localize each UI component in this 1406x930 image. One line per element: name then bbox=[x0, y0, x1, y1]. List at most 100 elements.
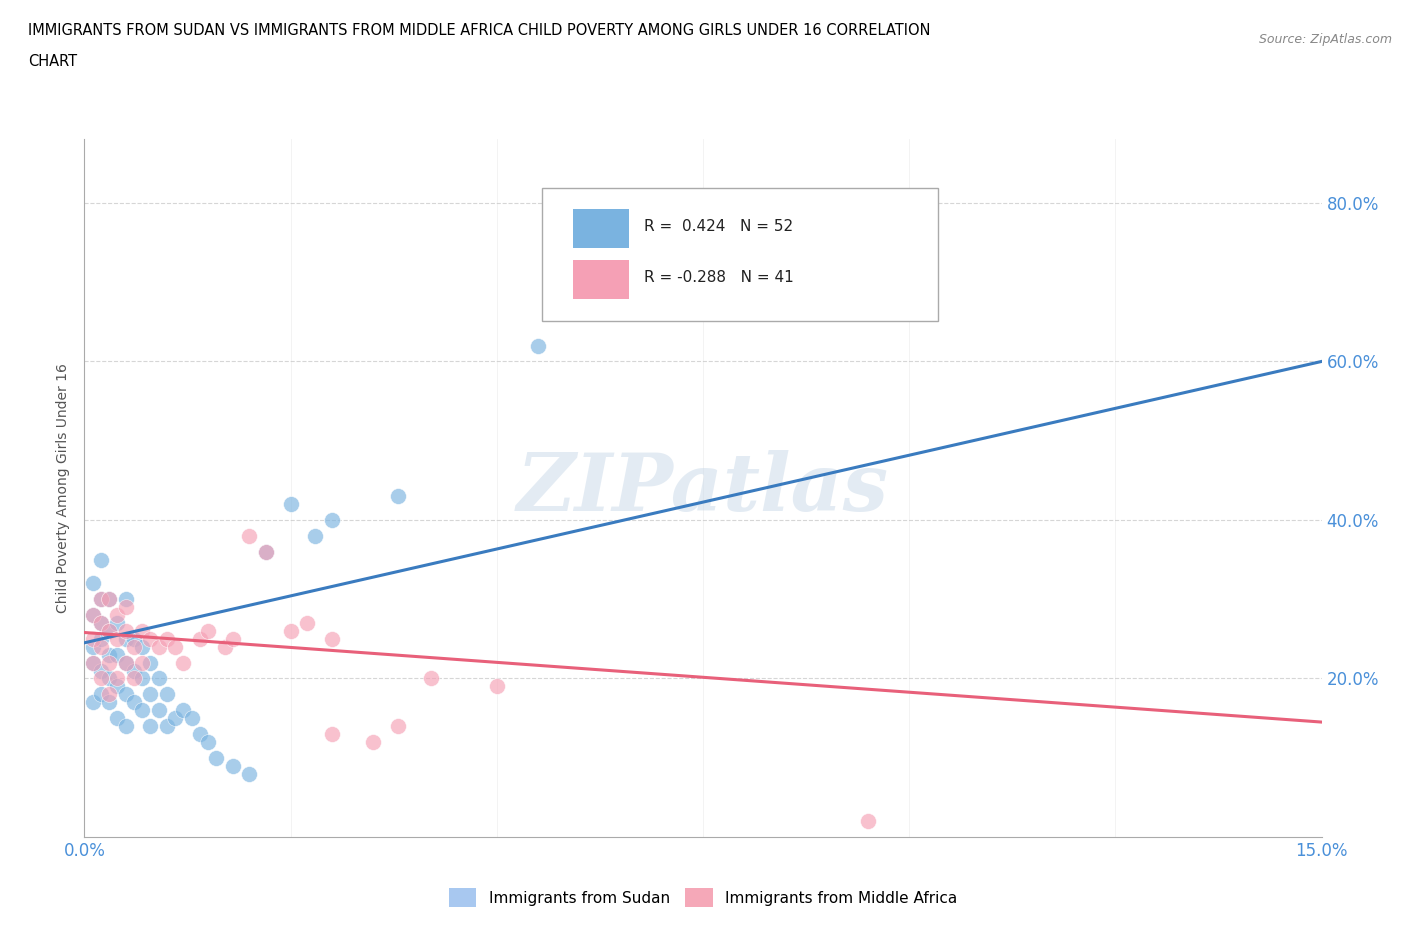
Point bbox=[82, 607, 104, 622]
Point bbox=[90, 591, 112, 606]
Text: Source: ZipAtlas.com: Source: ZipAtlas.com bbox=[1258, 33, 1392, 46]
Point bbox=[105, 607, 128, 622]
Point bbox=[222, 631, 245, 646]
Point bbox=[156, 631, 179, 646]
Point bbox=[90, 631, 112, 646]
Point bbox=[98, 655, 121, 670]
Point bbox=[114, 623, 136, 638]
Point bbox=[188, 631, 211, 646]
Point bbox=[90, 616, 112, 631]
Point bbox=[139, 719, 162, 734]
Point bbox=[82, 639, 104, 654]
Point bbox=[197, 623, 219, 638]
Point bbox=[98, 623, 121, 638]
Point bbox=[90, 552, 112, 567]
Point bbox=[321, 726, 343, 741]
Point bbox=[321, 631, 343, 646]
Point bbox=[156, 719, 179, 734]
Point bbox=[114, 631, 136, 646]
Point bbox=[98, 647, 121, 662]
Point bbox=[254, 544, 277, 559]
Point bbox=[304, 528, 326, 543]
Text: IMMIGRANTS FROM SUDAN VS IMMIGRANTS FROM MIDDLE AFRICA CHILD POVERTY AMONG GIRLS: IMMIGRANTS FROM SUDAN VS IMMIGRANTS FROM… bbox=[28, 23, 931, 38]
Point bbox=[98, 591, 121, 606]
Bar bbox=[574, 209, 628, 247]
Point bbox=[321, 512, 343, 527]
Y-axis label: Child Poverty Among Girls Under 16: Child Poverty Among Girls Under 16 bbox=[56, 364, 70, 613]
Point bbox=[82, 655, 104, 670]
Point bbox=[105, 679, 128, 694]
Point bbox=[82, 695, 104, 710]
Point bbox=[131, 655, 153, 670]
Point bbox=[90, 591, 112, 606]
Point bbox=[222, 758, 245, 773]
Point bbox=[139, 655, 162, 670]
Point bbox=[131, 703, 153, 718]
Point bbox=[122, 631, 145, 646]
Point bbox=[197, 735, 219, 750]
Point bbox=[238, 766, 260, 781]
Point bbox=[114, 655, 136, 670]
Point bbox=[114, 591, 136, 606]
Point bbox=[90, 671, 112, 686]
Point bbox=[82, 576, 104, 591]
Point bbox=[295, 616, 318, 631]
Point bbox=[254, 544, 277, 559]
Point bbox=[387, 489, 409, 504]
Point bbox=[148, 671, 170, 686]
FancyBboxPatch shape bbox=[543, 189, 938, 321]
Point bbox=[105, 616, 128, 631]
Point bbox=[148, 639, 170, 654]
Point bbox=[214, 639, 236, 654]
Point bbox=[114, 687, 136, 702]
Point bbox=[188, 726, 211, 741]
Point bbox=[165, 639, 187, 654]
Point bbox=[172, 703, 194, 718]
Point bbox=[122, 663, 145, 678]
Point bbox=[205, 751, 228, 765]
Point bbox=[131, 639, 153, 654]
Point bbox=[156, 687, 179, 702]
Point bbox=[856, 814, 879, 829]
Point bbox=[114, 655, 136, 670]
Point bbox=[114, 600, 136, 615]
Point bbox=[419, 671, 441, 686]
Point bbox=[122, 695, 145, 710]
Legend: Immigrants from Sudan, Immigrants from Middle Africa: Immigrants from Sudan, Immigrants from M… bbox=[443, 883, 963, 913]
Point bbox=[90, 616, 112, 631]
Point bbox=[82, 607, 104, 622]
Text: R = -0.288   N = 41: R = -0.288 N = 41 bbox=[644, 270, 793, 286]
Point bbox=[90, 639, 112, 654]
Text: R =  0.424   N = 52: R = 0.424 N = 52 bbox=[644, 219, 793, 234]
Point bbox=[105, 711, 128, 725]
Text: ZIPatlas: ZIPatlas bbox=[517, 449, 889, 527]
Point bbox=[165, 711, 187, 725]
Bar bbox=[574, 260, 628, 299]
Point bbox=[82, 655, 104, 670]
Point bbox=[105, 647, 128, 662]
Point bbox=[122, 671, 145, 686]
Point bbox=[280, 497, 302, 512]
Point bbox=[105, 631, 128, 646]
Point bbox=[387, 719, 409, 734]
Point bbox=[139, 631, 162, 646]
Point bbox=[485, 679, 508, 694]
Point bbox=[98, 687, 121, 702]
Point bbox=[98, 623, 121, 638]
Point bbox=[180, 711, 202, 725]
Point bbox=[139, 687, 162, 702]
Point bbox=[131, 623, 153, 638]
Point bbox=[238, 528, 260, 543]
Point bbox=[131, 671, 153, 686]
Point bbox=[527, 339, 550, 353]
Point bbox=[98, 671, 121, 686]
Point bbox=[280, 623, 302, 638]
Point bbox=[114, 719, 136, 734]
Point bbox=[82, 631, 104, 646]
Point bbox=[105, 671, 128, 686]
Point bbox=[90, 663, 112, 678]
Point bbox=[122, 639, 145, 654]
Point bbox=[361, 735, 384, 750]
Point bbox=[90, 687, 112, 702]
Text: CHART: CHART bbox=[28, 54, 77, 69]
